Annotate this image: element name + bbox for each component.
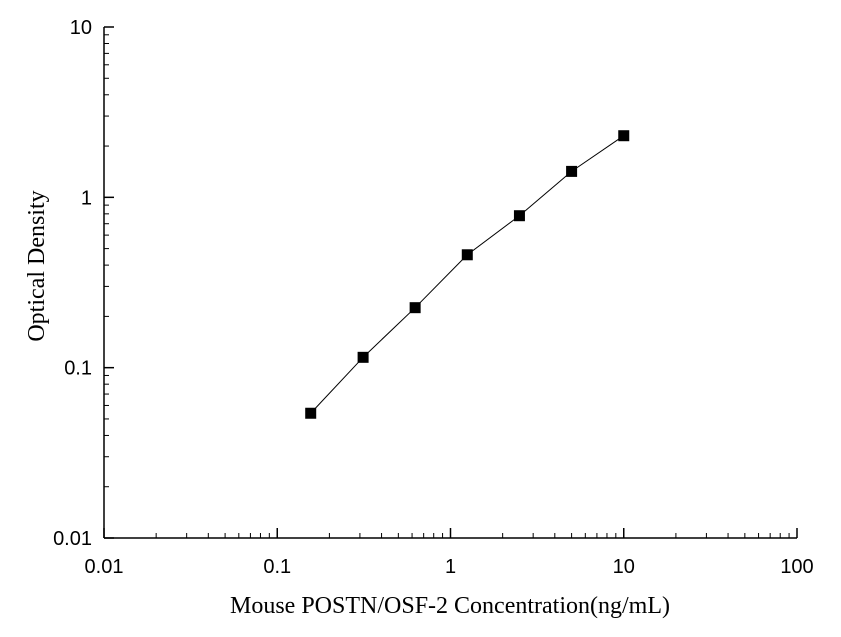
plot-frame (103, 27, 797, 539)
series-lines (310, 135, 625, 414)
data-point-marker (357, 351, 369, 363)
x-tick-label: 100 (780, 556, 813, 578)
series-line-segment (362, 307, 416, 358)
x-tick-label: 0.01 (85, 556, 124, 578)
y-axis-ticks (104, 26, 114, 539)
y-axis-title: Optical Density (24, 190, 50, 341)
y-tick-label: 10 (70, 17, 92, 39)
series-line-segment (571, 135, 625, 172)
y-tick-label: 0.01 (53, 528, 92, 550)
x-tick-label: 10 (613, 556, 635, 578)
y-axis-tick-labels: 0.01 0.1 1 10 (53, 17, 92, 550)
series-points (305, 130, 630, 419)
data-point-marker (618, 130, 630, 142)
data-point-marker (513, 210, 525, 222)
series-line-segment (310, 356, 364, 414)
data-point-marker (305, 407, 317, 419)
data-point-marker (409, 302, 421, 314)
x-axis-tick-labels: 0.01 0.1 1 10 100 (85, 556, 814, 578)
y-tick-label: 1 (81, 187, 92, 209)
y-tick-label: 0.1 (64, 358, 92, 380)
x-axis-ticks (103, 528, 798, 538)
x-axis-title: Mouse POSTN/OSF-2 Concentration(ng/mL) (230, 593, 670, 619)
data-point-marker (461, 249, 473, 261)
series-line-segment (466, 215, 520, 256)
data-point-marker (566, 165, 578, 177)
series-line-segment (519, 171, 572, 217)
x-tick-label: 1 (445, 556, 456, 578)
series-line-segment (414, 254, 468, 309)
x-tick-label: 0.1 (263, 556, 291, 578)
